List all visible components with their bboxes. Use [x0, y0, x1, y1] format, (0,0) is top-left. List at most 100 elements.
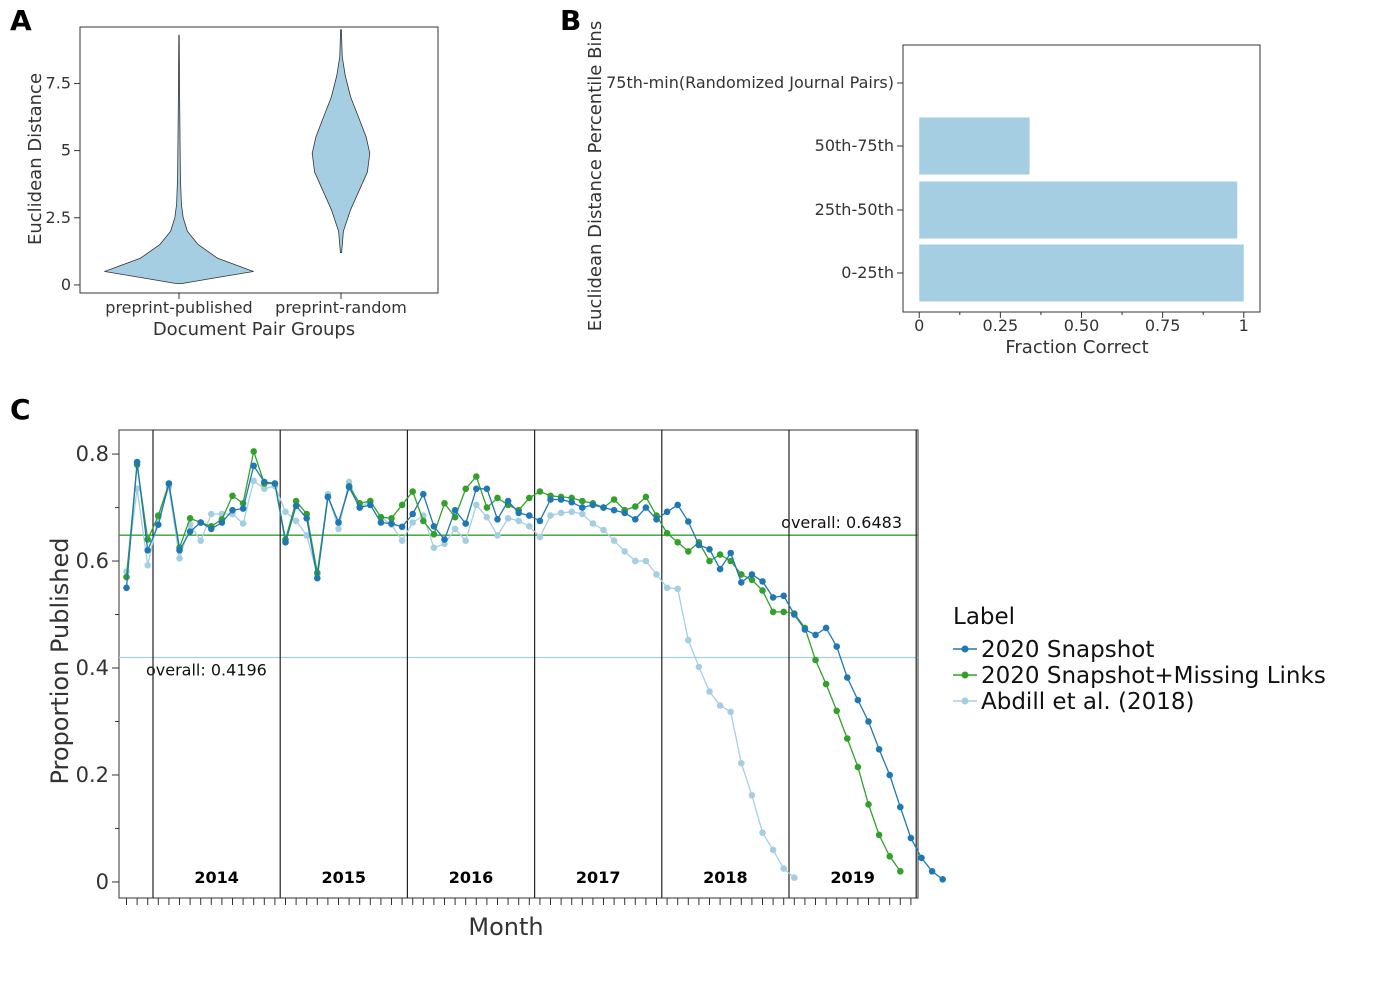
series-point [483, 485, 491, 493]
series-point [409, 488, 417, 495]
series-point [335, 519, 342, 526]
panel-a-x-ticks: preprint-published preprint-random [105, 293, 407, 317]
series-point [589, 520, 597, 527]
series-point [186, 528, 194, 535]
series-point [144, 536, 151, 543]
series-point [759, 829, 766, 836]
series-point [197, 519, 204, 526]
series-point [494, 494, 501, 502]
series-point [462, 537, 470, 544]
series-point [632, 557, 639, 565]
panel-a-violin-chart: 0 2.5 5 7.5 preprint-published preprint-rand… [25, 26, 439, 340]
series-point [897, 803, 904, 811]
series-point [738, 759, 745, 767]
series-point [441, 536, 448, 543]
series-point [632, 503, 639, 510]
series-point [685, 548, 692, 555]
series-point [791, 611, 798, 618]
series-point [685, 518, 692, 525]
series-point [579, 510, 586, 518]
panel-b-y-tick-label: 75th-min(Randomized Journal Pairs) [606, 73, 894, 92]
panel-c-x-axis-label: Month [468, 913, 543, 941]
series-point [812, 631, 819, 639]
series-point [176, 547, 183, 554]
series-point [579, 504, 586, 511]
violin-preprint-published [104, 34, 254, 284]
panel-b-y-tick-label: 50th-75th [815, 136, 894, 155]
series-point [441, 500, 448, 507]
panel-c-x-ticks [126, 898, 912, 905]
series-point [504, 515, 512, 522]
series-point [642, 504, 650, 511]
series-point [526, 523, 533, 530]
series-point [716, 702, 724, 709]
panel-b-x-axis-label: Fraction Correct [1005, 337, 1148, 358]
series-point [822, 680, 830, 688]
series-point [324, 493, 332, 501]
series-point [865, 718, 872, 725]
series-point [292, 517, 300, 525]
series-point [208, 510, 215, 518]
panel-a-y-tick-label: 2.5 [46, 208, 71, 227]
series-point [716, 551, 724, 558]
series-point [494, 516, 501, 523]
series-point [706, 546, 713, 553]
series-point [462, 520, 470, 527]
series-point [653, 516, 660, 523]
series-point [833, 643, 840, 650]
series-point [367, 501, 374, 509]
series-point [462, 485, 470, 493]
overall-label-0: overall: 0.6483 [781, 513, 902, 532]
bar-50th-75th [919, 117, 1030, 175]
series-point [557, 509, 565, 517]
panel-letter-a: A [10, 4, 32, 37]
series-point [420, 490, 427, 498]
series-point [398, 501, 406, 509]
series-point [377, 519, 385, 526]
series-point [250, 462, 257, 470]
series-point [144, 562, 151, 569]
series-point [526, 512, 533, 519]
series-point [239, 520, 247, 527]
series-point [165, 480, 173, 487]
series-point [473, 473, 480, 480]
series-point [674, 585, 681, 593]
series-point [451, 525, 459, 533]
series-point [536, 517, 544, 525]
series-point [727, 708, 734, 716]
series-point [759, 587, 766, 594]
series-2020 Snapshot [123, 458, 946, 883]
panel-c-y-tick-label: 0.4 [76, 656, 109, 680]
series-point [854, 763, 862, 771]
series-point [907, 834, 915, 842]
series-point [886, 771, 893, 779]
series-point [939, 876, 946, 883]
series-point [388, 515, 395, 522]
series-point [822, 624, 830, 632]
series-point [653, 571, 660, 578]
series-point [557, 496, 565, 503]
series-point [430, 544, 438, 551]
panel-b-x-tick-label: 1 [1239, 316, 1249, 335]
panel-b-y-ticks: 0-25th 25th-50th 50th-75th 75th-min(Randomi… [606, 73, 903, 282]
panel-b-x-ticks: 0 0.25 0.50 0.75 1 [914, 312, 1249, 335]
series-point [303, 515, 311, 522]
series-point [579, 497, 586, 505]
series-point [282, 508, 289, 516]
series-point [261, 478, 268, 486]
series-point [335, 525, 342, 533]
panel-c-year-dividers: 2014 2015 2016 2017 2018 2019 [152, 430, 917, 898]
series-point [526, 494, 533, 502]
series-point [409, 510, 417, 518]
series-point [600, 526, 607, 534]
series-point [515, 517, 522, 525]
year-label: 2018 [703, 868, 748, 887]
panel-b-x-tick-label: 0.50 [1064, 316, 1100, 335]
series-point [621, 509, 628, 517]
panel-a-y-tick-label: 0 [61, 275, 71, 294]
panel-a-x-axis-label: Document Pair Groups [153, 319, 355, 340]
series-point [123, 573, 130, 581]
series-point [801, 626, 809, 633]
